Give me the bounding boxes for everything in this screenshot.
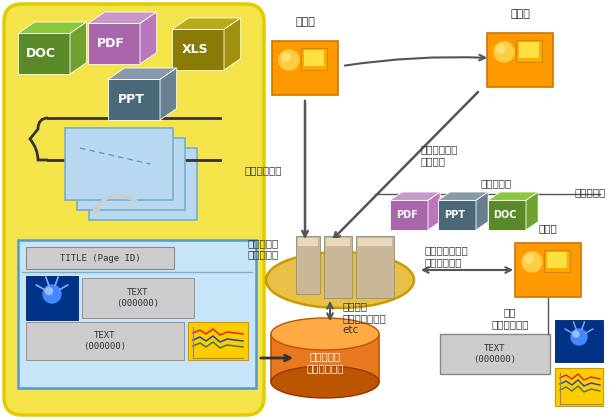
Text: PDF: PDF — [97, 37, 125, 50]
Text: ユーザ: ユーザ — [510, 9, 530, 19]
FancyBboxPatch shape — [26, 322, 184, 360]
Text: PPT: PPT — [444, 210, 465, 220]
FancyBboxPatch shape — [555, 368, 603, 406]
Polygon shape — [390, 200, 428, 230]
Ellipse shape — [271, 318, 379, 350]
Ellipse shape — [266, 252, 414, 308]
Text: ユーザ: ユーザ — [539, 223, 558, 233]
FancyBboxPatch shape — [440, 334, 550, 374]
FancyBboxPatch shape — [304, 50, 324, 66]
FancyBboxPatch shape — [547, 252, 567, 268]
FancyBboxPatch shape — [516, 40, 542, 62]
Text: 候補
オブジェクト: 候補 オブジェクト — [491, 307, 529, 329]
Polygon shape — [140, 12, 157, 64]
FancyBboxPatch shape — [356, 236, 394, 298]
FancyBboxPatch shape — [515, 243, 581, 297]
Text: コースの登録: コースの登録 — [244, 165, 282, 175]
FancyBboxPatch shape — [4, 4, 264, 415]
Polygon shape — [172, 18, 240, 29]
Text: TEXT
(000000): TEXT (000000) — [473, 344, 517, 364]
Text: コンテンツ
管理サーバ: コンテンツ 管理サーバ — [248, 238, 279, 260]
Text: コンテンツ
データベース: コンテンツ データベース — [306, 351, 344, 373]
FancyBboxPatch shape — [26, 276, 78, 320]
Polygon shape — [108, 68, 177, 79]
Text: DOC: DOC — [493, 210, 517, 220]
Polygon shape — [438, 192, 488, 200]
FancyBboxPatch shape — [324, 236, 352, 298]
FancyBboxPatch shape — [65, 128, 173, 200]
Circle shape — [497, 45, 505, 53]
Text: 候補コース: 候補コース — [480, 178, 511, 188]
Polygon shape — [488, 200, 526, 230]
Circle shape — [279, 50, 299, 70]
FancyBboxPatch shape — [298, 238, 318, 246]
FancyBboxPatch shape — [301, 48, 327, 70]
Polygon shape — [488, 192, 538, 200]
Polygon shape — [438, 200, 476, 230]
Circle shape — [525, 255, 533, 263]
FancyBboxPatch shape — [26, 247, 174, 269]
Text: コースの照会
（検索）: コースの照会 （検索） — [420, 144, 458, 166]
FancyBboxPatch shape — [519, 42, 539, 58]
FancyBboxPatch shape — [77, 138, 185, 210]
Polygon shape — [390, 192, 440, 200]
Text: PDF: PDF — [396, 210, 418, 220]
Text: PPT: PPT — [118, 93, 145, 106]
Polygon shape — [224, 18, 240, 70]
Polygon shape — [526, 192, 538, 230]
FancyBboxPatch shape — [272, 41, 338, 95]
Circle shape — [573, 331, 579, 337]
Text: 候補コース: 候補コース — [575, 187, 606, 197]
Circle shape — [282, 53, 290, 61]
Text: DOC: DOC — [26, 47, 56, 60]
FancyBboxPatch shape — [89, 148, 197, 220]
Text: TITLE (Page ID): TITLE (Page ID) — [60, 254, 140, 262]
Polygon shape — [428, 192, 440, 230]
FancyBboxPatch shape — [296, 236, 320, 294]
Text: TEXT
(000000): TEXT (000000) — [84, 331, 126, 351]
Polygon shape — [18, 34, 70, 74]
FancyBboxPatch shape — [18, 240, 256, 388]
Text: XLS: XLS — [182, 43, 208, 56]
Text: TEXT
(000000): TEXT (000000) — [117, 288, 159, 308]
Text: ユーザ: ユーザ — [295, 17, 315, 27]
FancyBboxPatch shape — [326, 238, 350, 246]
Polygon shape — [476, 192, 488, 230]
Ellipse shape — [271, 366, 379, 398]
Polygon shape — [172, 29, 224, 70]
Circle shape — [46, 288, 52, 294]
Circle shape — [522, 252, 542, 272]
FancyBboxPatch shape — [358, 238, 392, 246]
Circle shape — [571, 329, 587, 345]
Polygon shape — [70, 22, 87, 74]
Circle shape — [43, 285, 61, 303]
Text: コース、
オブジェクト、
etc: コース、 オブジェクト、 etc — [342, 302, 386, 335]
Circle shape — [494, 42, 514, 62]
FancyBboxPatch shape — [544, 250, 570, 272]
Polygon shape — [88, 24, 140, 64]
Polygon shape — [108, 79, 160, 120]
FancyBboxPatch shape — [82, 278, 194, 318]
FancyBboxPatch shape — [555, 320, 603, 362]
Text: オブジェクトの
照会（検索）: オブジェクトの 照会（検索） — [424, 245, 468, 267]
FancyBboxPatch shape — [271, 334, 379, 382]
FancyBboxPatch shape — [487, 33, 553, 87]
FancyBboxPatch shape — [188, 322, 248, 360]
Polygon shape — [88, 12, 157, 24]
Polygon shape — [160, 68, 177, 120]
Polygon shape — [18, 22, 87, 34]
